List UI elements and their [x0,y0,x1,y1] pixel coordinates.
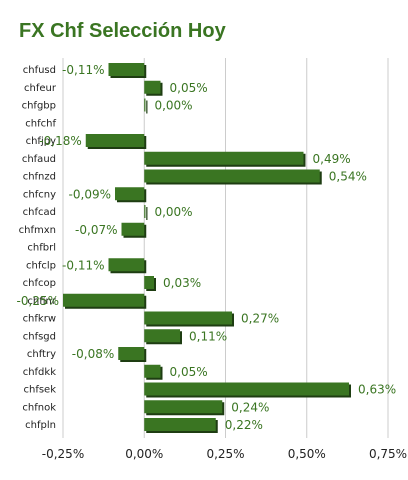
value-label: -0,18% [39,134,81,148]
value-label: -0,09% [69,187,111,201]
category-label: chftry [27,349,56,360]
bar [144,169,320,183]
x-tick-label: 0,25% [206,447,244,461]
value-label: -0,07% [75,223,117,237]
value-label: -0,11% [62,258,104,272]
category-label: chfjpy [26,136,56,147]
value-label: -0,25% [17,294,59,308]
category-label: chfaud [22,154,56,165]
value-label: 0,11% [189,329,227,343]
bar [144,98,146,112]
category-label: chfnzd [23,172,56,183]
category-label: chfpln [25,420,56,431]
value-label: 0,63% [358,383,396,397]
x-tick-label: 0,50% [288,447,326,461]
x-tick-label: -0,25% [42,447,84,461]
category-label: chfusd [23,65,56,76]
category-label: chfinr [27,296,56,307]
value-label: -0,11% [62,63,104,77]
value-label: 0,49% [313,152,351,166]
category-label: chfkrw [23,314,56,325]
bar [118,347,145,360]
category-label: chfcop [23,278,56,289]
value-label: 0,05% [170,81,208,95]
category-label: chfnok [22,402,56,413]
bar [63,293,145,307]
bar [144,276,154,289]
bar [144,205,146,218]
value-label: 0,05% [170,365,208,379]
category-label: chfsek [23,385,56,396]
bar [144,329,180,343]
value-label: 0,27% [241,312,279,326]
bar [121,222,145,236]
category-label: chfgbp [22,101,56,112]
bar [144,151,304,165]
value-label: 0,24% [231,400,269,414]
bar [108,63,145,76]
value-label: 0,00% [154,205,192,219]
category-label: chfchf [25,118,56,129]
bar [144,418,216,431]
category-label: chfclp [26,260,56,271]
bar-shadow [146,100,148,114]
bars [63,63,351,433]
bar-shadow [146,207,148,220]
bar [144,364,161,378]
category-label: chfbrl [27,243,56,254]
category-label: chfdkk [23,367,56,378]
bar [115,187,145,201]
bar [85,134,145,147]
x-tick-label: 0,00% [125,447,163,461]
value-label: 0,03% [163,276,201,290]
bar [144,382,349,396]
value-label: 0,54% [329,170,367,184]
bar [144,80,161,94]
category-label: chfsgd [23,331,56,342]
labels: -0,25% 0,00% 0,25% 0,50% 0,75% chfusd -0,11% ch… [17,63,408,461]
category-label: chfcny [23,189,56,200]
category-label: chfcad [23,207,56,218]
value-label: -0,08% [72,347,114,361]
bar [144,311,232,325]
value-label: 0,00% [154,99,192,113]
grid-lines [62,58,389,438]
bar [108,258,145,272]
bar [144,400,223,414]
chart-title: FX Chf Selección Hoy [19,20,226,42]
category-label: chfmxn [19,225,56,236]
x-tick-label: 0,75% [369,447,407,461]
value-label: 0,22% [225,418,263,432]
category-label: chfeur [24,83,57,94]
